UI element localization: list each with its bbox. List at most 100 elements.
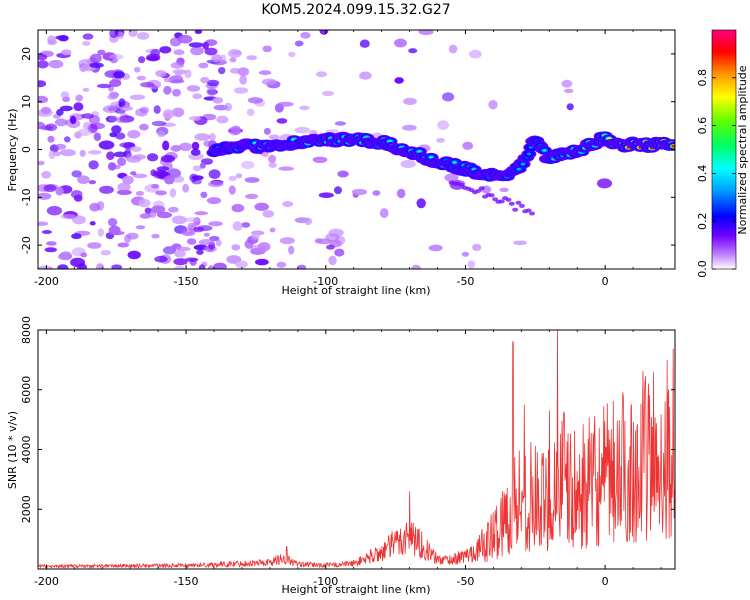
heatmap-cell bbox=[173, 258, 188, 266]
heatmap-cell bbox=[119, 142, 135, 148]
heatmap-cell bbox=[475, 188, 482, 193]
heatmap-cell bbox=[513, 240, 528, 246]
heatmap-cell bbox=[239, 75, 248, 85]
y-tick-label: 10 bbox=[20, 95, 33, 109]
heatmap-cell bbox=[147, 153, 159, 162]
heatmap-cell bbox=[400, 160, 416, 168]
colorbar: 0.0 0.2 0.4 0.6 0.8 Normalized spectral ampl… bbox=[696, 29, 749, 278]
heatmap-cell bbox=[107, 94, 118, 100]
heatmap-cell bbox=[529, 211, 535, 216]
heatmap-cell bbox=[198, 264, 206, 269]
heatmap-cell bbox=[563, 88, 574, 94]
heatmap-cell bbox=[268, 134, 280, 140]
heatmap-cell bbox=[88, 180, 97, 185]
heatmap-cell bbox=[191, 175, 204, 181]
heatmap-cell bbox=[122, 175, 134, 185]
heatmap-cell bbox=[299, 105, 310, 111]
heatmap-cell bbox=[38, 80, 47, 88]
heatmap-cell bbox=[109, 54, 124, 60]
heatmap-cell bbox=[194, 211, 208, 216]
heatmap-cell bbox=[100, 249, 112, 256]
heatmap-cell bbox=[228, 175, 237, 181]
heatmap-cell bbox=[526, 152, 532, 156]
heatmap-cell bbox=[138, 56, 146, 64]
heatmap-cell bbox=[452, 161, 457, 164]
heatmap-cell bbox=[98, 140, 115, 150]
heatmap-cell bbox=[196, 249, 204, 255]
heatmap-cell bbox=[139, 213, 152, 219]
heatmap-cell bbox=[218, 67, 226, 75]
heatmap-cell bbox=[113, 71, 125, 79]
x-tick-label: -50 bbox=[456, 275, 474, 288]
snr-y-axis: 2000 4000 6000 8000 bbox=[20, 316, 675, 523]
heatmap-cell bbox=[70, 257, 86, 268]
heatmap-cell bbox=[82, 33, 94, 40]
heatmap-cell bbox=[262, 45, 272, 53]
x-tick-label: -200 bbox=[34, 575, 59, 588]
heatmap-cell bbox=[48, 59, 64, 69]
heatmap-cell bbox=[64, 136, 71, 143]
heatmap-cell bbox=[396, 188, 406, 199]
y-tick-label: 4000 bbox=[20, 436, 33, 464]
heatmap-cell bbox=[71, 233, 82, 240]
heatmap-cell bbox=[38, 192, 52, 200]
heatmap-cell bbox=[154, 255, 168, 263]
heatmap-cell bbox=[498, 199, 505, 204]
heatmap-cell bbox=[394, 77, 404, 84]
colorbar-tick-label: 0.6 bbox=[696, 117, 709, 135]
x-tick-label: -200 bbox=[34, 275, 59, 288]
heatmap-cell bbox=[403, 97, 417, 105]
heatmap-cell bbox=[106, 151, 115, 160]
heatmap-cell bbox=[38, 121, 46, 129]
heatmap-cell bbox=[130, 171, 137, 176]
heatmap-cell bbox=[55, 143, 67, 150]
heatmap-cell bbox=[194, 30, 203, 34]
heatmap-cell bbox=[38, 160, 45, 166]
heatmap-cell bbox=[228, 126, 241, 136]
heatmap-cell bbox=[41, 230, 53, 234]
heatmap-cell bbox=[160, 154, 175, 163]
x-tick-label: -100 bbox=[313, 575, 338, 588]
heatmap-cell bbox=[188, 42, 204, 48]
heatmap-cell bbox=[109, 30, 119, 38]
heatmap-cell bbox=[359, 71, 372, 80]
heatmap-cell bbox=[152, 169, 169, 179]
heatmap-cell bbox=[279, 237, 295, 245]
heatmap-cell bbox=[359, 39, 370, 48]
heatmap-cell bbox=[235, 260, 248, 269]
heatmap-cell bbox=[79, 149, 86, 157]
heatmap-cell bbox=[250, 244, 266, 254]
heatmap-cell bbox=[208, 221, 223, 227]
heatmap-cell bbox=[109, 79, 122, 87]
snr-background bbox=[38, 330, 675, 569]
heatmap-cell bbox=[82, 87, 90, 92]
heatmap-cell bbox=[159, 46, 172, 54]
heatmap-cell bbox=[246, 55, 258, 61]
heatmap-cell bbox=[198, 239, 215, 246]
heatmap-cell bbox=[172, 69, 188, 75]
heatmap-cell bbox=[304, 217, 313, 226]
y-tick-label: 8000 bbox=[20, 316, 33, 344]
heatmap-cell bbox=[671, 145, 675, 148]
heatmap-cell bbox=[189, 258, 197, 266]
heatmap-cell bbox=[561, 79, 573, 88]
heatmap-cell bbox=[184, 217, 199, 223]
x-tick-label: -150 bbox=[174, 275, 199, 288]
heatmap-cell bbox=[60, 91, 70, 99]
heatmap-cell bbox=[268, 162, 277, 168]
heatmap-cell bbox=[229, 57, 237, 63]
heatmap-cell bbox=[89, 202, 101, 212]
heatmap-cell bbox=[138, 198, 151, 208]
heatmap-cell bbox=[72, 215, 86, 225]
heatmap-cell bbox=[566, 103, 574, 111]
heatmap-cell bbox=[173, 49, 185, 56]
figure-title: KOM5.2024.099.15.32.G27 bbox=[261, 2, 450, 18]
heatmap-cell bbox=[499, 187, 509, 192]
heatmap-cell bbox=[130, 146, 142, 152]
heatmap-cell bbox=[472, 243, 482, 251]
heatmap-cell bbox=[417, 150, 422, 153]
heatmap-cell bbox=[87, 242, 102, 249]
colorbar-tick-label: 0.8 bbox=[696, 69, 709, 87]
heatmap-cell bbox=[231, 244, 241, 251]
